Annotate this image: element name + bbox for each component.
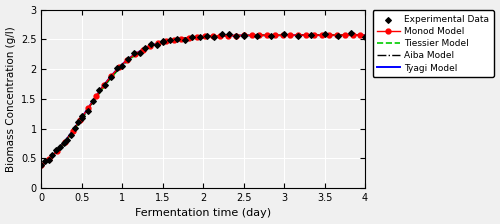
- Experimental Data: [361, 35, 369, 39]
- Aiba Model: [194, 36, 200, 39]
- Tyagi Model: [231, 34, 237, 37]
- Line: Aiba Model: Aiba Model: [42, 35, 365, 165]
- Experimental Data: [159, 39, 167, 43]
- Line: Tyagi Model: Tyagi Model: [42, 35, 365, 165]
- X-axis label: Fermentation time (day): Fermentation time (day): [135, 209, 272, 218]
- Experimental Data: [45, 158, 53, 161]
- Aiba Model: [354, 34, 360, 37]
- Aiba Model: [38, 164, 44, 167]
- Experimental Data: [210, 35, 218, 39]
- Tiessier Model: [38, 164, 44, 167]
- Experimental Data: [147, 42, 155, 46]
- Aiba Model: [362, 34, 368, 37]
- Experimental Data: [181, 38, 189, 41]
- Experimental Data: [142, 46, 150, 50]
- Tiessier Model: [231, 34, 237, 37]
- Experimental Data: [240, 35, 248, 38]
- Experimental Data: [130, 51, 138, 55]
- Experimental Data: [188, 36, 196, 39]
- Experimental Data: [95, 88, 103, 91]
- Line: Tiessier Model: Tiessier Model: [42, 35, 365, 165]
- Tiessier Model: [194, 36, 200, 39]
- Aiba Model: [231, 34, 237, 37]
- Experimental Data: [320, 32, 328, 36]
- Monod Model: [362, 34, 368, 37]
- Experimental Data: [136, 51, 143, 54]
- Experimental Data: [41, 159, 49, 163]
- Experimental Data: [266, 34, 274, 38]
- Experimental Data: [118, 65, 126, 68]
- Monod Model: [192, 36, 198, 39]
- Monod Model: [304, 34, 310, 37]
- Tiessier Model: [214, 35, 220, 37]
- Experimental Data: [166, 38, 174, 41]
- Monod Model: [38, 164, 44, 167]
- Experimental Data: [84, 109, 92, 112]
- Experimental Data: [48, 153, 56, 156]
- Experimental Data: [124, 57, 132, 60]
- Experimental Data: [112, 66, 120, 70]
- Monod Model: [354, 34, 360, 37]
- Aiba Model: [214, 35, 220, 37]
- Tyagi Model: [304, 34, 310, 37]
- Experimental Data: [307, 34, 315, 37]
- Tyagi Model: [362, 34, 368, 37]
- Experimental Data: [348, 31, 356, 35]
- Experimental Data: [74, 120, 82, 124]
- Experimental Data: [67, 133, 75, 136]
- Y-axis label: Biomass Concentration (g/l): Biomass Concentration (g/l): [6, 26, 16, 172]
- Experimental Data: [101, 83, 109, 87]
- Experimental Data: [294, 34, 302, 38]
- Line: Monod Model: Monod Model: [39, 33, 368, 168]
- Experimental Data: [107, 75, 115, 79]
- Tyagi Model: [354, 34, 360, 37]
- Experimental Data: [232, 35, 240, 38]
- Tiessier Model: [304, 34, 310, 37]
- Experimental Data: [225, 33, 233, 36]
- Aiba Model: [304, 34, 310, 37]
- Experimental Data: [52, 148, 60, 151]
- Experimental Data: [63, 139, 71, 142]
- Experimental Data: [174, 37, 182, 41]
- Experimental Data: [70, 126, 78, 130]
- Experimental Data: [78, 114, 86, 118]
- Experimental Data: [38, 164, 46, 167]
- Tiessier Model: [354, 34, 360, 37]
- Legend: Experimental Data, Monod Model, Tiessier Model, Aiba Model, Tyagi Model: Experimental Data, Monod Model, Tiessier…: [372, 11, 494, 77]
- Monod Model: [194, 36, 200, 38]
- Aiba Model: [192, 36, 198, 39]
- Monod Model: [231, 34, 237, 37]
- Tyagi Model: [214, 35, 220, 37]
- Experimental Data: [253, 34, 261, 37]
- Experimental Data: [280, 33, 288, 36]
- Experimental Data: [159, 40, 167, 44]
- Experimental Data: [218, 32, 226, 36]
- Tiessier Model: [362, 34, 368, 37]
- Experimental Data: [203, 35, 211, 38]
- Experimental Data: [240, 33, 248, 37]
- Tyagi Model: [192, 36, 198, 39]
- Experimental Data: [78, 116, 86, 120]
- Experimental Data: [60, 141, 68, 145]
- Tiessier Model: [192, 36, 198, 39]
- Monod Model: [214, 35, 220, 37]
- Experimental Data: [196, 36, 203, 39]
- Tyagi Model: [194, 36, 200, 38]
- Tyagi Model: [38, 164, 44, 167]
- Experimental Data: [56, 146, 64, 149]
- Experimental Data: [153, 44, 161, 47]
- Experimental Data: [334, 34, 342, 37]
- Experimental Data: [90, 99, 98, 103]
